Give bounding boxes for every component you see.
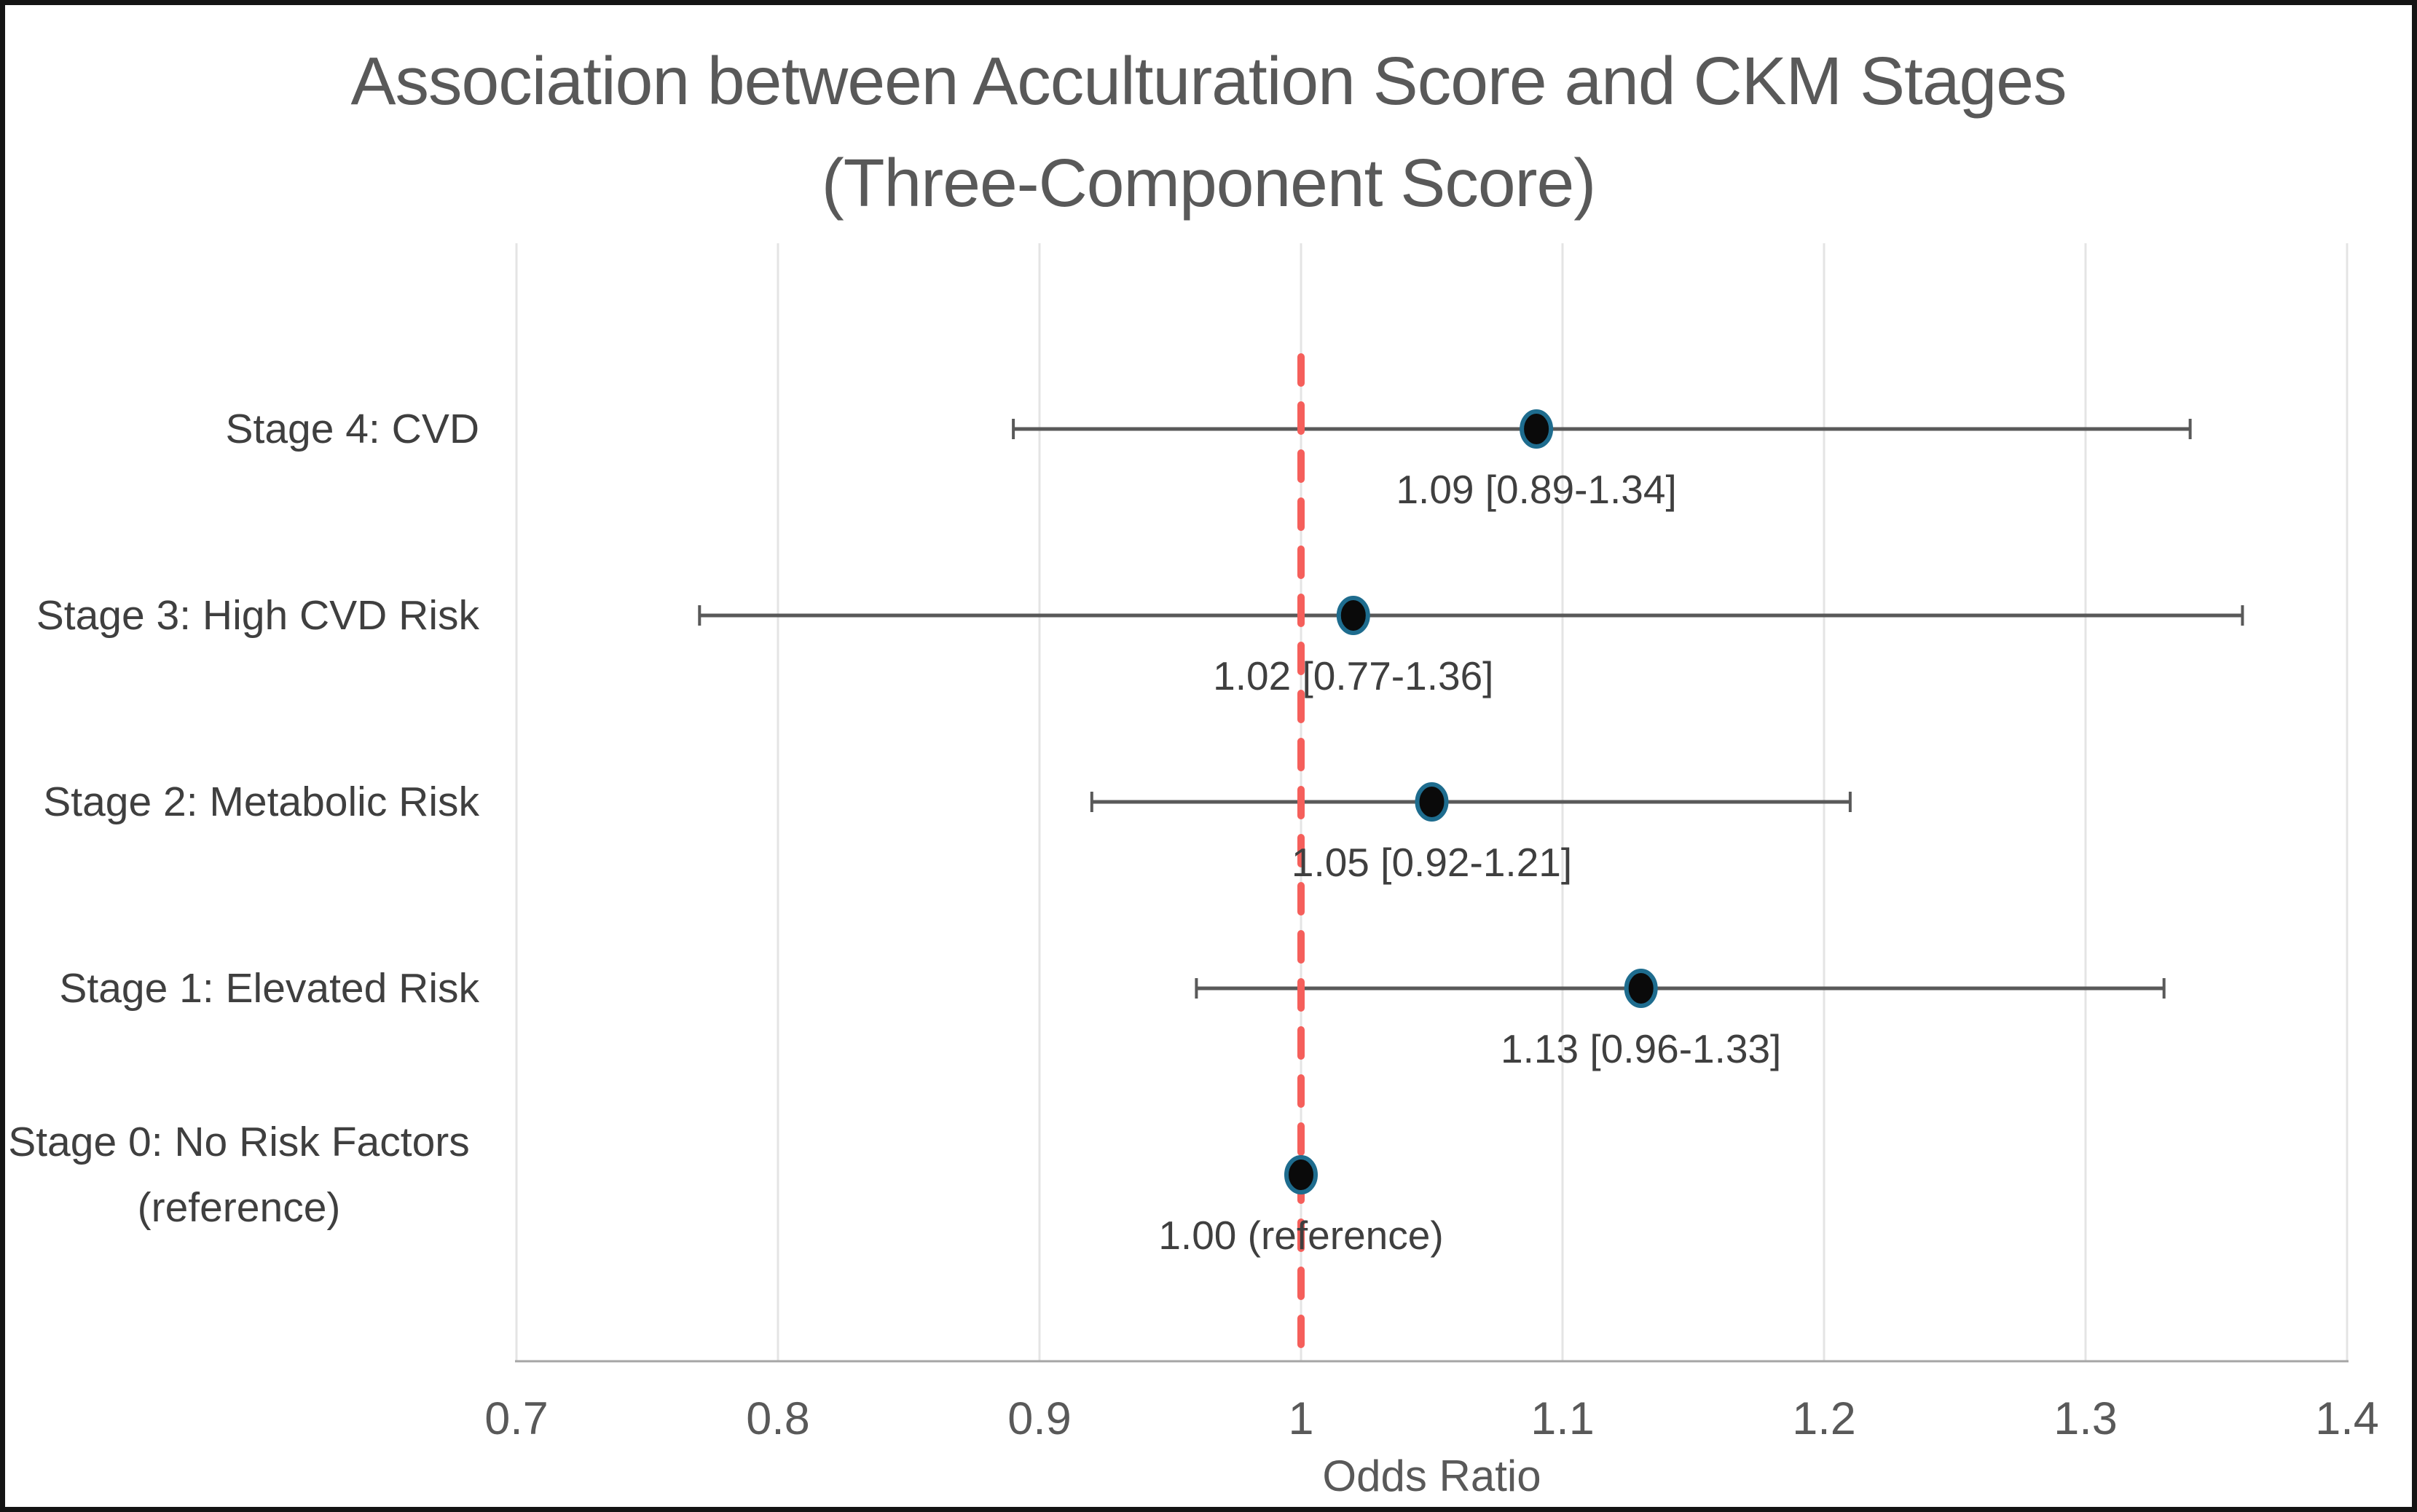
category-label: Stage 1: Elevated Risk xyxy=(59,965,479,1012)
category-label-line2: (reference) xyxy=(137,1184,341,1231)
x-tick-label: 1.4 xyxy=(2315,1393,2379,1444)
or-marker xyxy=(1624,969,1658,1008)
category-label: Stage 2: Metabolic Risk xyxy=(43,779,479,825)
x-tick-label: 0.7 xyxy=(484,1393,549,1444)
category-label-line1: Stage 0: No Risk Factors xyxy=(8,1119,470,1165)
chart-title: Association between Acculturation Score … xyxy=(5,30,2412,234)
chart-title-line2: (Three-Component Score) xyxy=(821,145,1596,221)
or-marker xyxy=(1284,1155,1318,1194)
x-axis-title: Odds Ratio xyxy=(1322,1452,1541,1500)
value-label: 1.02 [0.77-1.36] xyxy=(1213,653,1494,698)
x-tick-label: 1.2 xyxy=(1792,1393,1856,1444)
x-tick-label: 1.1 xyxy=(1530,1393,1595,1444)
x-tick-label: 0.8 xyxy=(746,1393,810,1444)
or-marker xyxy=(1415,782,1449,822)
x-tick-label: 0.9 xyxy=(1007,1393,1072,1444)
category-label: Stage 0: No Risk Factors (reference) xyxy=(5,1109,479,1240)
value-label: 1.09 [0.89-1.34] xyxy=(1396,467,1677,512)
value-label: 1.00 (reference) xyxy=(1158,1213,1444,1258)
value-label: 1.05 [0.92-1.21] xyxy=(1291,840,1573,885)
category-label: Stage 4: CVD xyxy=(225,406,479,452)
x-tick-label: 1 xyxy=(1288,1393,1314,1444)
value-label: 1.13 [0.96-1.33] xyxy=(1501,1026,1782,1071)
x-tick-label: 1.3 xyxy=(2054,1393,2118,1444)
plot-canvas xyxy=(515,243,2349,1369)
chart-title-line1: Association between Acculturation Score … xyxy=(350,43,2067,119)
or-marker xyxy=(1520,409,1554,449)
or-marker xyxy=(1336,596,1370,635)
category-label: Stage 3: High CVD Risk xyxy=(36,592,479,639)
